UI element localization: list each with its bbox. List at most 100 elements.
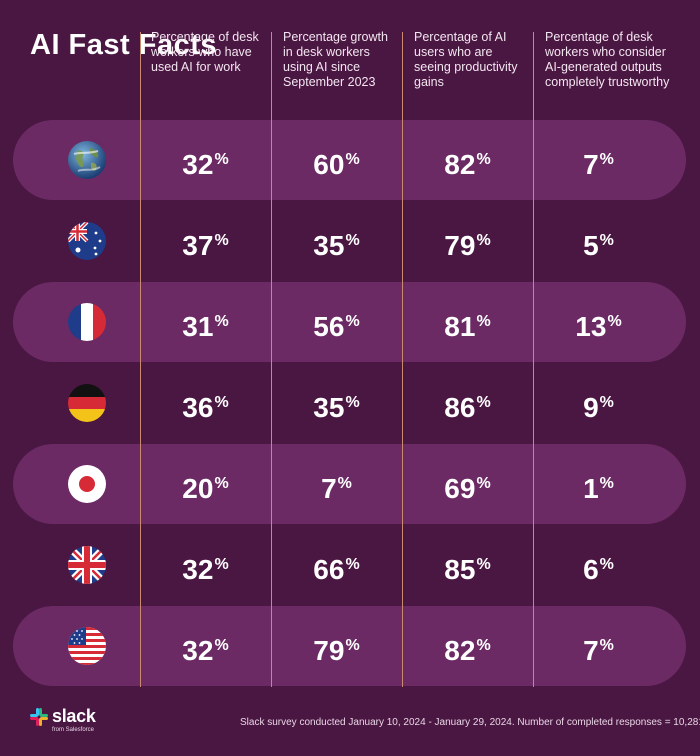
column-divider xyxy=(140,32,141,687)
value-number: 5 xyxy=(583,230,599,261)
globe-icon xyxy=(68,141,106,179)
percent-sign: % xyxy=(476,637,491,654)
value-number: 86 xyxy=(444,392,476,423)
percent-sign: % xyxy=(599,232,614,249)
percent-sign: % xyxy=(345,151,360,168)
value-number: 81 xyxy=(444,311,476,342)
value-cell: 79% xyxy=(271,629,402,668)
slack-hash-icon xyxy=(30,708,48,726)
value-number: 7 xyxy=(583,149,599,180)
australia-flag-icon xyxy=(68,222,106,260)
value-cell: 32% xyxy=(140,548,271,587)
value-cell: 20% xyxy=(140,467,271,506)
value-cell: 79% xyxy=(402,224,533,263)
percent-sign: % xyxy=(214,151,229,168)
value-cell: 36% xyxy=(140,386,271,425)
value-cell: 32% xyxy=(140,143,271,182)
row-band xyxy=(13,444,686,524)
slack-logo-text: slack xyxy=(52,706,96,726)
value-number: 60 xyxy=(313,149,345,180)
value-number: 79 xyxy=(444,230,476,261)
row-band xyxy=(13,120,686,200)
value-cell: 82% xyxy=(402,143,533,182)
column-divider xyxy=(402,32,403,687)
value-number: 7 xyxy=(321,473,337,504)
percent-sign: % xyxy=(345,232,360,249)
value-cell: 82% xyxy=(402,629,533,668)
value-number: 13 xyxy=(575,311,607,342)
column-header-productivity: Percentage of AI users who are seeing pr… xyxy=(414,30,518,89)
percent-sign: % xyxy=(345,556,360,573)
germany-flag-icon xyxy=(68,384,106,422)
value-cell: 60% xyxy=(271,143,402,182)
percent-sign: % xyxy=(599,637,614,654)
value-number: 35 xyxy=(313,230,345,261)
value-cell: 66% xyxy=(271,548,402,587)
value-cell: 6% xyxy=(533,548,664,587)
value-cell: 56% xyxy=(271,305,402,344)
value-cell: 13% xyxy=(533,305,664,344)
percent-sign: % xyxy=(214,313,229,330)
value-cell: 7% xyxy=(271,467,402,506)
value-number: 85 xyxy=(444,554,476,585)
usa-flag-icon xyxy=(68,627,106,665)
value-number: 37 xyxy=(182,230,214,261)
value-cell: 81% xyxy=(402,305,533,344)
row-band xyxy=(13,606,686,686)
japan-flag-icon xyxy=(68,465,106,503)
value-number: 20 xyxy=(182,473,214,504)
percent-sign: % xyxy=(337,475,352,492)
percent-sign: % xyxy=(345,313,360,330)
percent-sign: % xyxy=(214,637,229,654)
value-number: 56 xyxy=(313,311,345,342)
percent-sign: % xyxy=(599,151,614,168)
value-cell: 5% xyxy=(533,224,664,263)
value-cell: 9% xyxy=(533,386,664,425)
value-cell: 37% xyxy=(140,224,271,263)
value-number: 32 xyxy=(182,149,214,180)
percent-sign: % xyxy=(476,394,491,411)
row-band xyxy=(13,282,686,362)
value-cell: 7% xyxy=(533,143,664,182)
value-cell: 86% xyxy=(402,386,533,425)
column-header-used-ai: Percentage of desk workers who have used… xyxy=(151,30,259,74)
percent-sign: % xyxy=(345,394,360,411)
value-cell: 32% xyxy=(140,629,271,668)
value-cell: 1% xyxy=(533,467,664,506)
percent-sign: % xyxy=(476,151,491,168)
percent-sign: % xyxy=(476,556,491,573)
column-header-trustworthy: Percentage of desk workers who consider … xyxy=(545,30,670,89)
uk-flag-icon xyxy=(68,546,106,584)
percent-sign: % xyxy=(476,475,491,492)
value-number: 82 xyxy=(444,635,476,666)
percent-sign: % xyxy=(607,313,622,330)
value-number: 36 xyxy=(182,392,214,423)
value-number: 31 xyxy=(182,311,214,342)
value-number: 69 xyxy=(444,473,476,504)
percent-sign: % xyxy=(345,637,360,654)
france-flag-icon xyxy=(68,303,106,341)
column-divider xyxy=(271,32,272,687)
value-number: 1 xyxy=(583,473,599,504)
value-cell: 35% xyxy=(271,386,402,425)
percent-sign: % xyxy=(599,394,614,411)
value-number: 82 xyxy=(444,149,476,180)
salesforce-subtitle: from Salesforce xyxy=(52,727,95,733)
survey-footnote: Slack survey conducted January 10, 2024 … xyxy=(240,717,700,728)
value-number: 7 xyxy=(583,635,599,666)
value-number: 66 xyxy=(313,554,345,585)
value-number: 6 xyxy=(583,554,599,585)
value-cell: 85% xyxy=(402,548,533,587)
value-number: 32 xyxy=(182,554,214,585)
page-title: AI Fast Facts xyxy=(30,29,217,61)
percent-sign: % xyxy=(214,394,229,411)
percent-sign: % xyxy=(599,475,614,492)
value-cell: 7% xyxy=(533,629,664,668)
percent-sign: % xyxy=(214,556,229,573)
percent-sign: % xyxy=(214,475,229,492)
value-number: 79 xyxy=(313,635,345,666)
percent-sign: % xyxy=(476,313,491,330)
value-number: 9 xyxy=(583,392,599,423)
value-number: 35 xyxy=(313,392,345,423)
percent-sign: % xyxy=(599,556,614,573)
